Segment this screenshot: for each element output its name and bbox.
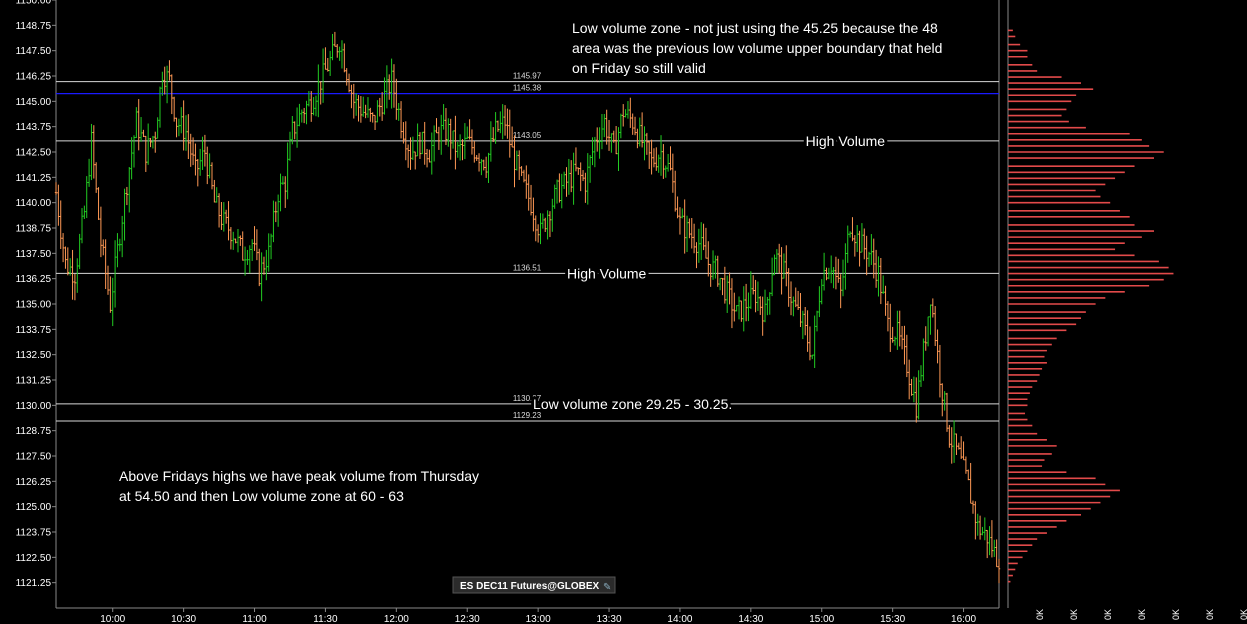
price-tick-label: 1140.00 (16, 198, 52, 209)
volume-tick-label: 0K (1035, 609, 1045, 620)
time-tick-label: 16:00 (951, 614, 976, 624)
price-tick-label: 1136.25 (16, 274, 52, 285)
level-value-label: 1145.38 (513, 84, 542, 93)
time-tick-label: 10:00 (100, 614, 125, 624)
level-tag: High Volume (567, 265, 647, 281)
time-tick-label: 13:00 (526, 614, 551, 624)
level-value-label: 1129.23 (513, 411, 542, 420)
time-tick-label: 10:30 (171, 614, 196, 624)
time-tick-label: 13:30 (597, 614, 622, 624)
level-tag: High Volume (806, 133, 886, 149)
price-tick-label: 1148.75 (16, 21, 52, 32)
instrument-label: ES DEC11 Futures@GLOBEX (460, 581, 600, 592)
time-tick-label: 12:30 (455, 614, 480, 624)
price-tick-label: 1125.00 (16, 502, 52, 513)
price-tick-label: 1123.75 (16, 528, 52, 539)
price-tick-label: 1146.25 (16, 72, 52, 83)
price-tick-label: 1133.75 (16, 325, 52, 336)
price-tick-label: 1128.75 (16, 426, 52, 437)
price-bars (54, 31, 1001, 584)
price-tick-label: 1142.50 (16, 148, 52, 159)
note-line-3: on Friday so still valid (572, 60, 706, 76)
time-tick-label: 15:30 (880, 614, 905, 624)
price-tick-label: 1147.50 (16, 46, 52, 57)
price-axis: 1121.25 1122.50 1123.75 1125.00 1126.25 1127.… (16, 0, 1009, 609)
volume-tick-label: 0K (1137, 609, 1147, 620)
level-value-label: 1145.97 (513, 72, 542, 81)
price-tick-label: 1137.50 (16, 249, 52, 260)
time-tick-label: 14:00 (667, 614, 692, 624)
top-right-note: Low volume zone - not just using the 45.… (572, 20, 942, 76)
note-line-2: area was the previous low volume upper b… (572, 40, 942, 56)
bottom-left-note: Above Fridays highs we have peak volume … (119, 468, 479, 504)
volume-profile: 0K 0K 0K 0K 0K 0K 0K (1008, 29, 1247, 620)
volume-tick-label: 0K (1171, 609, 1181, 620)
price-tick-label: 1135.00 (16, 300, 52, 311)
instrument-badge-box (452, 576, 616, 594)
level-value-label: 1136.51 (513, 263, 542, 272)
volume-tick-label: 0K (1205, 609, 1215, 620)
price-tick-label: 1122.50 (16, 553, 52, 564)
time-tick-label: 11:30 (313, 614, 338, 624)
volume-tick-label: 0K (1069, 609, 1079, 620)
time-axis: 10:00 10:30 11:00 11:30 12:00 12:30 13:00 13:30… (100, 608, 976, 624)
note-line-5: at 54.50 and then Low volume zone at 60 … (119, 488, 404, 504)
price-tick-label: 1127.50 (16, 452, 52, 463)
level-lines: 1145.97 1145.38 1143.05 1136.51 1130.07 1129.… (56, 72, 999, 422)
price-tick-label: 1130.00 (16, 401, 52, 412)
price-tick-label: 1126.25 (16, 477, 52, 488)
note-line-4: Above Fridays highs we have peak volume … (119, 468, 479, 484)
note-line-1: Low volume zone - not just using the 45.… (572, 20, 938, 36)
price-tick-label: 1150.00 (16, 0, 52, 7)
level-value-label: 1143.05 (513, 131, 542, 140)
price-tick-label: 1141.25 (16, 173, 52, 184)
instrument-badge[interactable]: ES DEC11 Futures@GLOBEX ✎ (452, 576, 616, 594)
price-tick-label: 1138.75 (16, 224, 52, 235)
time-tick-label: 15:00 (809, 614, 834, 624)
price-tick-label: 1131.25 (16, 376, 52, 387)
level-tag: Low volume zone 29.25 - 30.25. (533, 396, 732, 412)
volume-tick-label: 0K (1103, 609, 1113, 620)
pin-icon: ✎ (603, 582, 611, 593)
level-value-label: 1130.07 (513, 394, 542, 403)
price-tick-label: 1121.25 (16, 578, 52, 589)
time-tick-label: 12:00 (384, 614, 409, 624)
price-tick-label: 1132.50 (16, 350, 52, 361)
price-tick-label: 1143.75 (16, 122, 52, 133)
time-tick-label: 14:30 (738, 614, 763, 624)
volume-tick-label: 0K (1239, 609, 1247, 620)
time-tick-label: 11:00 (242, 614, 267, 624)
price-tick-label: 1145.00 (16, 97, 52, 108)
